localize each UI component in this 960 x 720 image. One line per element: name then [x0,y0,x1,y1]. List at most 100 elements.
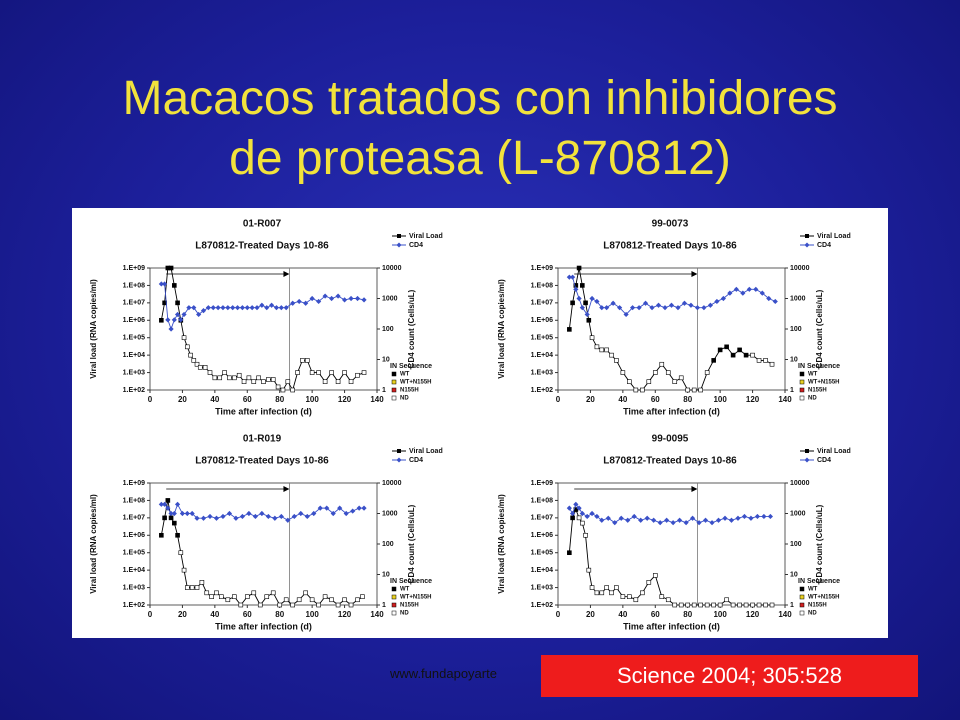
cd4-point [759,290,765,296]
cd4-point [766,295,772,302]
cd4-point [664,517,670,523]
sequence-legend-label: ND [400,611,409,617]
viral-point [335,379,341,384]
cd4-point [165,317,171,323]
y-tick-label: 1.E+04 [123,567,145,574]
viral-point [599,590,605,596]
viral-point [342,597,347,603]
viral-point [266,377,271,382]
cd4-point [158,501,164,507]
citation: Science 2004; 305:528 [541,655,918,697]
chart-title: 99-0073 [652,219,689,230]
viral-point [763,358,768,363]
sequence-legend-label: WT [400,372,410,378]
arrow-head [283,486,290,492]
sequence-legend-swatch [799,594,805,600]
viral-point [691,602,697,608]
y-tick-label: 1.E+03 [123,584,145,591]
chart: 99-0095 L870812-Treated Days 10-86 0 20 40 60… [497,434,851,632]
cd4-point [740,290,746,296]
legend-marker [396,457,402,463]
viral-point [743,602,749,608]
x-tick-label: 20 [178,610,187,619]
x-tick-label: 40 [618,610,627,619]
viral-point [189,585,195,590]
y2-tick-label: 100 [382,326,394,333]
viral-point [599,347,605,353]
x-tick-label: 60 [651,395,660,404]
viral-point [212,375,218,381]
cd4-point [330,510,336,517]
cd4-point [298,510,304,517]
y-tick-label: 1.E+04 [531,567,553,574]
cd4-point [348,295,354,302]
viral-point [290,602,295,608]
sequence-legend-title: IN Sequence [798,578,840,585]
y2-tick-label: 10 [382,571,390,578]
viral-point [756,358,762,363]
viral-point [257,602,263,608]
y2-tick-label: 1 [382,387,386,394]
viral-point [580,520,585,526]
y2-tick-label: 100 [382,541,394,548]
y-tick-label: 1.E+02 [531,602,553,609]
figure: 01-R007 L870812-Treated Days 10-86 0 20 40 60… [72,208,888,638]
y-tick-label: 1.E+08 [123,282,145,289]
cd4-point [220,513,226,520]
cd4-point [317,505,323,511]
sequence-legend-swatch [391,610,397,616]
y2-tick-label: 100 [790,541,802,548]
cd4-point [354,295,361,302]
y-tick-label: 1.E+06 [531,532,553,539]
sequence-legend-label: WT [808,587,818,593]
y2-tick-label: 1 [790,387,794,394]
viral-point [280,387,286,393]
viral-point [646,379,652,384]
legend-label: CD4 [817,242,831,249]
x-tick-label: 140 [778,395,792,404]
sequence-legend-label: WT+N155H [400,595,432,601]
viral-point [567,327,572,332]
viral-point [232,375,237,381]
sequence-legend-title: IN Sequence [390,578,432,585]
viral-point [627,594,632,599]
viral-point [261,379,266,384]
viral-point [172,520,177,526]
viral-point [570,300,575,306]
figure-background [72,208,888,638]
sequence-legend-swatch [799,602,805,608]
viral-point [207,370,213,375]
viral-point [724,597,729,603]
viral-point [678,602,684,608]
viral-point [290,387,295,393]
cd4-point [309,295,315,302]
y2-axis-label: CD4 count (Cells/uL) [815,289,824,368]
y2-tick-label: 10000 [382,480,402,487]
y2-axis-label: CD4 count (Cells/uL) [407,504,416,583]
x-tick-label: 40 [210,395,219,404]
viral-point [304,358,310,363]
x-axis-label: Time after infection (d) [623,406,720,416]
y-tick-label: 1.E+07 [531,515,553,522]
y-tick-label: 1.E+02 [123,602,145,609]
sequence-legend-title: IN Sequence [390,363,432,370]
sequence-legend-swatch [799,387,805,393]
viral-point [743,352,749,358]
legend-label: CD4 [817,457,831,464]
viral-point [162,515,167,521]
y2-tick-label: 10 [790,571,798,578]
viral-point [175,532,180,538]
viral-point [576,265,582,271]
viral-point [750,602,755,608]
y-tick-label: 1.E+08 [531,497,553,504]
y2-tick-label: 10000 [790,480,810,487]
viral-point [316,370,321,375]
chart-title: 01-R019 [243,434,282,445]
cd4-point [741,513,748,520]
sequence-legend-label: N155H [808,603,827,609]
x-tick-label: 0 [148,395,153,404]
sequence-legend-label: N155H [400,388,419,394]
sequence-legend-swatch [799,371,805,377]
viral-point [191,358,197,363]
cd4-point [361,505,367,511]
